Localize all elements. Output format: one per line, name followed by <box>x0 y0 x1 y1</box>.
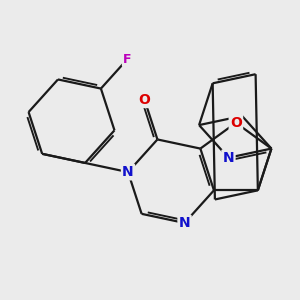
Text: N: N <box>223 151 234 165</box>
Text: O: O <box>139 93 151 107</box>
Text: O: O <box>230 116 242 130</box>
Text: N: N <box>179 216 190 230</box>
Text: F: F <box>123 53 132 66</box>
Text: N: N <box>122 165 134 179</box>
